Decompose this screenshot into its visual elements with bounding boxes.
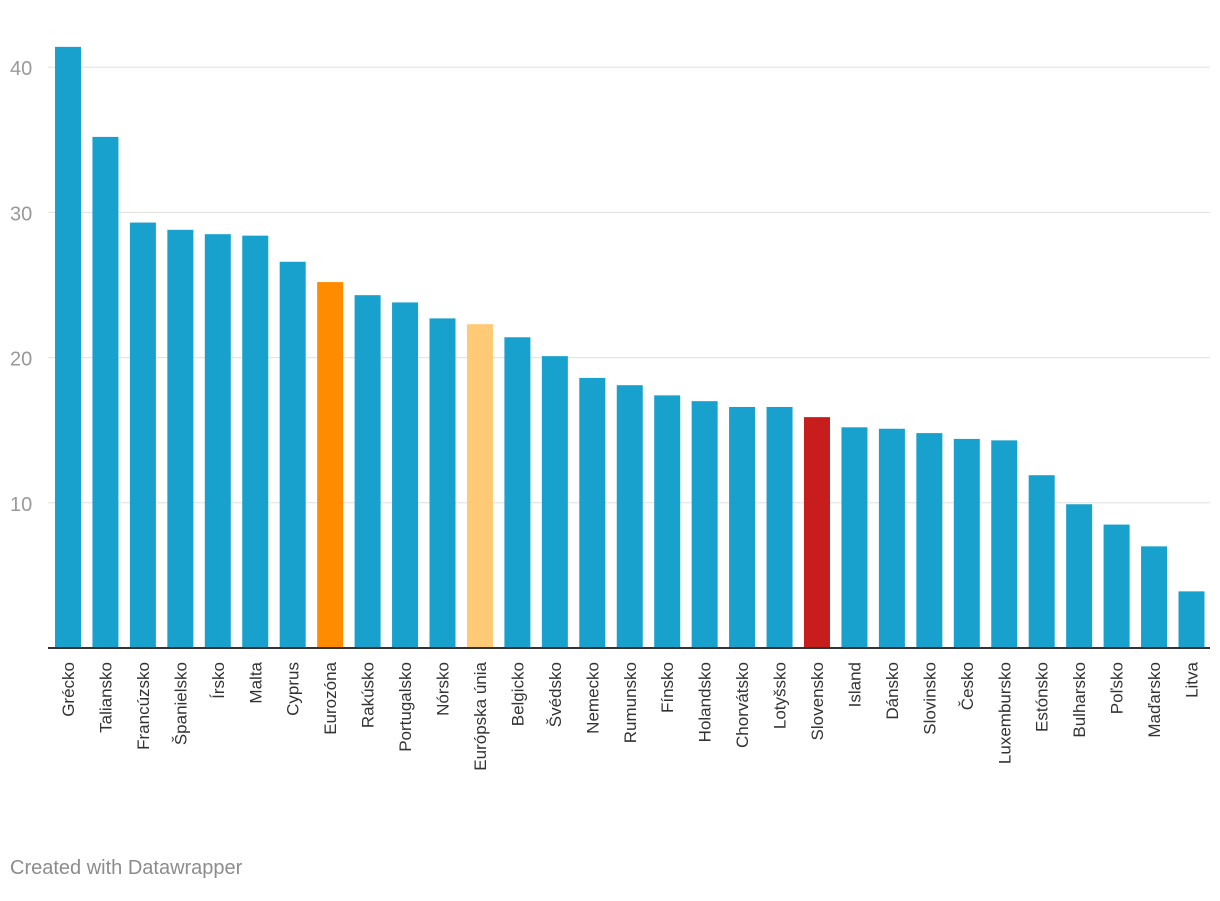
- bar-dánsko: [878, 428, 905, 648]
- x-tick-label: Holandsko: [696, 662, 715, 742]
- x-tick-label: Portugalsko: [396, 662, 415, 752]
- bar-grécko: [55, 46, 81, 648]
- bar-nórsko: [429, 318, 456, 648]
- bar-francúzsko: [129, 222, 156, 648]
- bar-taliansko: [92, 136, 119, 648]
- bar-česko: [953, 438, 980, 648]
- credit-text: Created with Datawrapper: [10, 857, 243, 879]
- x-tick-label: Nemecko: [583, 662, 602, 734]
- bar-lotyšsko: [766, 406, 793, 648]
- bar-švédsko: [541, 356, 568, 648]
- bar-maďarsko: [1141, 546, 1168, 648]
- bar-španielsko: [167, 229, 194, 648]
- x-tick-label: Nórsko: [434, 662, 453, 716]
- x-tick-label: Chorvátsko: [733, 662, 752, 748]
- bar-bulharsko: [1066, 504, 1093, 648]
- x-tick-label: Rakúsko: [359, 662, 378, 728]
- y-tick-label: 30: [10, 203, 32, 225]
- x-tick-label: Grécko: [59, 662, 78, 717]
- x-tick-label: Švédsko: [546, 662, 565, 727]
- x-tick-label: Maďarsko: [1145, 662, 1164, 738]
- y-tick-label: 40: [10, 58, 32, 80]
- category-labels: Grécko Taliansko Francúzsko Španielsko Írsko…: [59, 661, 1202, 770]
- x-tick-label: Bulharsko: [1070, 662, 1089, 738]
- x-tick-label: Taliansko: [96, 662, 115, 733]
- x-tick-label: Lotyšsko: [771, 662, 790, 729]
- bar-malta: [242, 235, 269, 648]
- bar-rumunsko: [616, 385, 643, 648]
- x-tick-label: Belgicko: [508, 662, 527, 726]
- x-tick-label: Poľsko: [1108, 662, 1127, 714]
- x-tick-label: Eurozóna: [321, 661, 340, 734]
- bar-island: [841, 427, 868, 648]
- bar-slovensko: [804, 417, 830, 648]
- x-tick-label: Rumunsko: [621, 662, 640, 743]
- bar-belgicko: [504, 337, 531, 648]
- x-tick-label: Malta: [246, 661, 265, 703]
- x-tick-label: Slovinsko: [920, 662, 939, 735]
- bar-litva: [1178, 591, 1205, 648]
- x-tick-label: Luxembursko: [995, 662, 1014, 764]
- x-tick-label: Írsko: [209, 662, 228, 699]
- x-tick-label: Dánsko: [883, 662, 902, 720]
- bar-slovinsko: [916, 433, 943, 648]
- x-tick-label: Slovensko: [808, 662, 827, 740]
- x-tick-label: Litva: [1183, 661, 1202, 697]
- x-tick-label: Európska únia: [471, 661, 490, 770]
- bar-írsko: [204, 234, 231, 648]
- bar-poľsko: [1103, 524, 1130, 648]
- x-tick-label: Island: [845, 662, 864, 707]
- x-tick-label: Cyprus: [284, 662, 303, 716]
- bar-rakúsko: [354, 295, 381, 648]
- bar-chorvátsko: [729, 406, 756, 648]
- bar-holandsko: [691, 401, 718, 648]
- bar-eurozóna: [317, 282, 344, 648]
- bar-estónsko: [1028, 475, 1055, 648]
- x-tick-label: Estónsko: [1033, 662, 1052, 732]
- bar-cyprus: [279, 261, 306, 648]
- x-tick-label: Francúzsko: [134, 662, 153, 750]
- x-tick-label: Španielsko: [171, 662, 190, 745]
- x-tick-label: Fínsko: [658, 662, 677, 713]
- bar-európska-únia: [466, 324, 493, 648]
- bar-fínsko: [654, 395, 681, 648]
- bar-portugalsko: [392, 302, 419, 648]
- bar-nemecko: [579, 377, 606, 648]
- bar-luxembursko: [991, 440, 1018, 648]
- y-tick-label: 20: [10, 349, 32, 371]
- y-tick-label: 10: [10, 494, 32, 516]
- x-tick-label: Česko: [958, 662, 977, 710]
- bars: [55, 46, 1205, 648]
